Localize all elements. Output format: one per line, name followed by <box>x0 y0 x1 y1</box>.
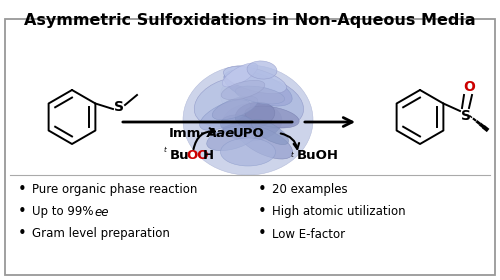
Ellipse shape <box>222 63 258 87</box>
Text: Gram level preparation: Gram level preparation <box>32 227 170 241</box>
Ellipse shape <box>224 70 292 106</box>
Text: Aae: Aae <box>207 127 236 140</box>
Text: OO: OO <box>186 149 208 162</box>
Text: •: • <box>18 204 27 220</box>
Ellipse shape <box>183 65 313 175</box>
Text: •: • <box>18 183 27 197</box>
Text: High atomic utilization: High atomic utilization <box>272 206 406 218</box>
Ellipse shape <box>252 120 288 144</box>
Text: $^t$: $^t$ <box>163 147 168 157</box>
Text: Bu: Bu <box>170 149 190 162</box>
Text: O: O <box>463 80 475 94</box>
FancyBboxPatch shape <box>5 19 495 275</box>
Ellipse shape <box>236 86 284 104</box>
Text: Pure organic phase reaction: Pure organic phase reaction <box>32 183 198 197</box>
Ellipse shape <box>245 106 299 128</box>
Text: Low E-factor: Low E-factor <box>272 227 345 241</box>
Text: H: H <box>203 149 214 162</box>
Text: Up to 99%: Up to 99% <box>32 206 97 218</box>
Ellipse shape <box>222 103 282 141</box>
Text: UPO: UPO <box>233 127 265 140</box>
Ellipse shape <box>194 78 262 126</box>
Text: 20 examples: 20 examples <box>272 183 347 197</box>
Ellipse shape <box>224 66 286 94</box>
Text: •: • <box>258 183 267 197</box>
Ellipse shape <box>212 96 258 120</box>
Ellipse shape <box>200 100 250 130</box>
Text: Asymmetric Sulfoxidations in Non-Aqueous Media: Asymmetric Sulfoxidations in Non-Aqueous… <box>24 13 476 28</box>
Text: $^t$: $^t$ <box>290 152 295 162</box>
Text: ee: ee <box>94 206 108 218</box>
Ellipse shape <box>247 61 277 79</box>
Ellipse shape <box>221 80 265 100</box>
Text: •: • <box>258 227 267 241</box>
Text: S: S <box>114 100 124 114</box>
Ellipse shape <box>220 138 276 166</box>
Text: S: S <box>461 109 471 123</box>
Ellipse shape <box>206 125 258 151</box>
Ellipse shape <box>220 115 256 135</box>
Text: Imm-: Imm- <box>169 127 207 140</box>
Ellipse shape <box>235 102 275 128</box>
Text: •: • <box>18 227 27 241</box>
Ellipse shape <box>220 76 304 129</box>
Text: BuOH: BuOH <box>297 149 339 162</box>
Text: •: • <box>258 204 267 220</box>
Ellipse shape <box>238 125 292 159</box>
